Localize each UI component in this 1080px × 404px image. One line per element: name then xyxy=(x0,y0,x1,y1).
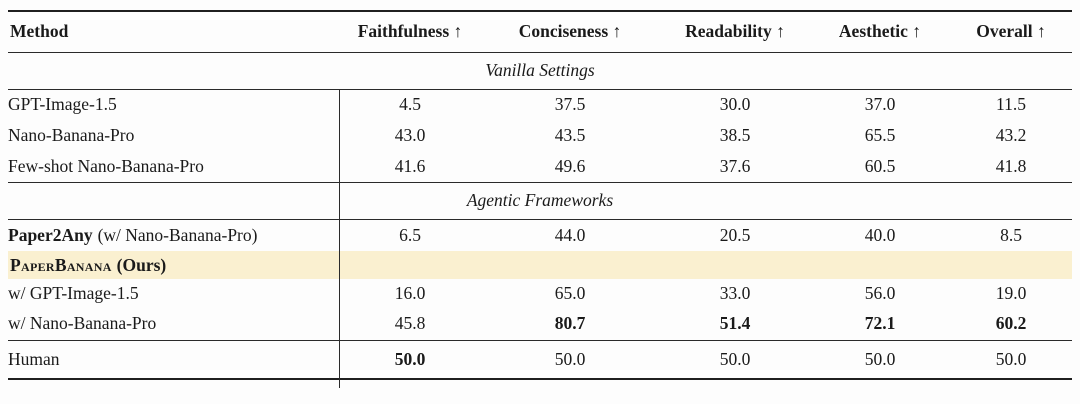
table-row-paperbanana-ours-highlighted: PaperBanana (Ours) xyxy=(8,251,1072,279)
method-label: Nano-Banana-Pro xyxy=(8,125,135,145)
table-row-human: Human 50.0 50.0 50.0 50.0 50.0 xyxy=(8,340,1072,379)
cell-readability: 33.0 xyxy=(719,282,751,303)
cell-aesthetic: 72.1 xyxy=(864,312,896,333)
cell-faithfulness: 50.0 xyxy=(394,348,426,369)
section-row-vanilla-settings: Vanilla Settings xyxy=(8,52,1072,89)
cell-faithfulness: 43.0 xyxy=(394,125,426,145)
column-header-method: Method xyxy=(10,21,69,42)
table-row-nano-banana-pro: Nano-Banana-Pro 43.0 43.5 38.5 65.5 43.2 xyxy=(8,120,1072,151)
cell-readability: 30.0 xyxy=(719,94,751,115)
cell-aesthetic: 65.5 xyxy=(864,125,896,145)
method-label: Paper2Any (w/ Nano-Banana-Pro) xyxy=(8,219,340,251)
method-label: Human xyxy=(8,348,60,369)
cell-aesthetic: 40.0 xyxy=(864,224,896,245)
cell-faithfulness: 6.5 xyxy=(399,224,421,245)
cell-overall: 50.0 xyxy=(995,348,1027,369)
method-note: (w/ Nano-Banana-Pro) xyxy=(97,224,258,245)
cell-aesthetic: 37.0 xyxy=(864,94,896,115)
cell-faithfulness: 41.6 xyxy=(394,155,426,176)
method-label: Few-shot Nano-Banana-Pro xyxy=(8,155,204,176)
results-table: Method Faithfulness ↑ Conciseness ↑ Read… xyxy=(8,10,1072,380)
column-header-aesthetic: Aesthetic ↑ xyxy=(838,21,922,42)
section-row-agentic-frameworks: Agentic Frameworks xyxy=(8,182,1072,219)
cell-overall: 41.8 xyxy=(995,155,1027,176)
table-row-paper2any: Paper2Any (w/ Nano-Banana-Pro) 6.5 44.0 2… xyxy=(8,219,1072,251)
method-note: (Ours) xyxy=(116,254,167,275)
cell-conciseness: 43.5 xyxy=(554,125,586,145)
cell-conciseness: 37.5 xyxy=(554,94,586,115)
cell-aesthetic: 60.5 xyxy=(864,155,896,176)
table-row-gpt-image: GPT-Image-1.5 4.5 37.5 30.0 37.0 11.5 xyxy=(8,89,1072,120)
cell-readability: 38.5 xyxy=(719,125,751,145)
cell-conciseness: 50.0 xyxy=(554,348,586,369)
cell-faithfulness: 45.8 xyxy=(394,312,426,333)
method-label: PaperBanana (Ours) xyxy=(8,251,1072,279)
cell-overall: 60.2 xyxy=(995,312,1027,333)
cell-aesthetic: 50.0 xyxy=(864,348,896,369)
method-label: w/ Nano-Banana-Pro xyxy=(8,312,157,333)
cell-overall: 43.2 xyxy=(995,125,1027,145)
cell-readability: 51.4 xyxy=(719,312,751,333)
table-row-fewshot-nano-banana-pro: Few-shot Nano-Banana-Pro 41.6 49.6 37.6 … xyxy=(8,151,1072,182)
method-label: GPT-Image-1.5 xyxy=(8,94,117,115)
cell-readability: 50.0 xyxy=(719,348,751,369)
method-column-separator-line xyxy=(339,90,340,388)
cell-conciseness: 65.0 xyxy=(554,282,586,303)
cell-overall: 11.5 xyxy=(996,94,1026,115)
cell-conciseness: 80.7 xyxy=(554,312,586,333)
table-row-paperbanana-w-nano-banana-pro: w/ Nano-Banana-Pro 45.8 80.7 51.4 72.1 6… xyxy=(8,307,1072,340)
table-header-row: Method Faithfulness ↑ Conciseness ↑ Read… xyxy=(8,11,1072,52)
table-row-paperbanana-w-gpt-image: w/ GPT-Image-1.5 16.0 65.0 33.0 56.0 19.… xyxy=(8,279,1072,307)
cell-faithfulness: 4.5 xyxy=(399,94,421,115)
cell-overall: 8.5 xyxy=(1000,224,1022,245)
cell-readability: 37.6 xyxy=(719,155,751,176)
method-label: w/ GPT-Image-1.5 xyxy=(8,282,139,303)
section-label-agentic-frameworks: Agentic Frameworks xyxy=(466,190,614,210)
column-header-overall: Overall ↑ xyxy=(976,21,1046,42)
cell-readability: 20.5 xyxy=(719,224,751,245)
column-header-faithfulness: Faithfulness ↑ xyxy=(357,21,463,42)
column-header-conciseness: Conciseness ↑ xyxy=(518,21,622,42)
method-name-smallcaps: PaperBanana xyxy=(10,254,112,275)
cell-aesthetic: 56.0 xyxy=(864,282,896,303)
method-name-bold: Paper2Any xyxy=(8,224,93,245)
cell-conciseness: 49.6 xyxy=(554,155,586,176)
cell-conciseness: 44.0 xyxy=(554,224,586,245)
cell-faithfulness: 16.0 xyxy=(394,282,426,303)
column-header-readability: Readability ↑ xyxy=(685,21,785,42)
section-label-vanilla-settings: Vanilla Settings xyxy=(485,60,595,80)
cell-overall: 19.0 xyxy=(995,282,1027,303)
